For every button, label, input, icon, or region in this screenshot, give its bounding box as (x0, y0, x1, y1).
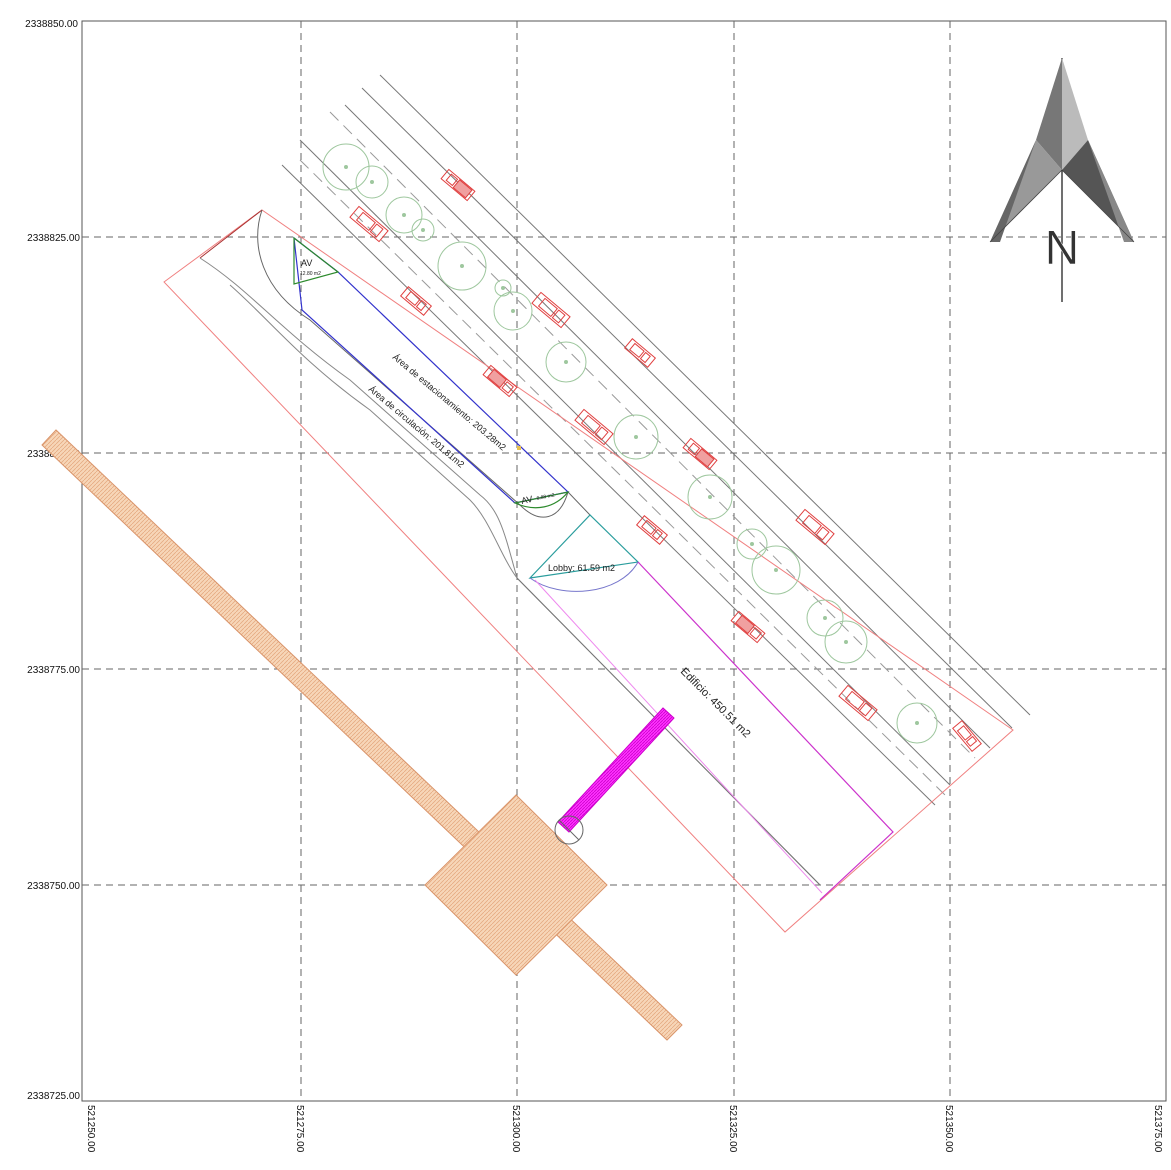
tree (736, 528, 768, 560)
x-label: 521275.00 (294, 1105, 305, 1153)
car (531, 291, 571, 329)
tree (411, 218, 435, 242)
lobby-label: Lobby: 61.59 m2 (548, 563, 615, 573)
map-frame (81, 20, 1167, 1102)
x-label: 521350.00 (943, 1105, 954, 1153)
parking-area-label: Área de estacionamiento: 203.28m2 (391, 352, 508, 453)
tree (687, 474, 733, 520)
av-bottom-area (513, 491, 570, 509)
building-outline (637, 561, 894, 901)
tree (806, 599, 844, 637)
x-label: 521250.00 (85, 1105, 96, 1153)
north-letter: N (1045, 222, 1080, 275)
car (838, 684, 878, 722)
car (635, 515, 669, 545)
y-label: 2338850.00 (25, 19, 78, 30)
grid-lines (82, 21, 1166, 1101)
lot-outline-mid (229, 284, 821, 886)
building-inner-line (534, 579, 823, 894)
tree (355, 165, 389, 199)
orange-hatched-strip (41, 429, 683, 1041)
road-lines (281, 74, 1031, 806)
x-axis-labels: 521250.00 521275.00 521300.00 521325.00 … (85, 1105, 1163, 1153)
lot-line (516, 577, 821, 886)
y-label: 2338825.00 (27, 233, 80, 244)
lot-outline (257, 209, 591, 518)
av-bottom-label: AV (520, 494, 533, 506)
av-bottom-area-label: 8.88 m2 (536, 492, 555, 502)
av-top-label: AV (301, 258, 312, 268)
y-axis-labels: 2338850.00 2338825.00 2338800.00 2338775… (25, 19, 80, 1102)
parking-area (293, 236, 570, 504)
x-label: 521300.00 (510, 1105, 521, 1153)
tree (545, 341, 587, 383)
lot-outline-inner (199, 257, 518, 579)
av-top-area-label: 12.80 m2 (300, 271, 321, 277)
trees (322, 143, 938, 744)
y-label: 2338750.00 (27, 881, 80, 892)
x-label: 521375.00 (1152, 1105, 1163, 1153)
car (349, 205, 389, 243)
road-dashed-lines (299, 111, 976, 796)
building-label: Edificio: 450.51 m2 (678, 666, 753, 741)
magenta-walkway (557, 707, 675, 833)
lobby-area (528, 514, 640, 579)
tree (493, 291, 533, 331)
tree (385, 196, 423, 234)
orange-hatched-plaza (424, 794, 608, 976)
car (440, 168, 476, 202)
north-arrow: N (989, 58, 1135, 302)
car (399, 286, 433, 316)
car (795, 508, 835, 546)
car (730, 610, 766, 644)
tree (322, 143, 370, 191)
car (574, 408, 614, 446)
tree (437, 241, 487, 291)
marker (517, 446, 521, 450)
tree (751, 545, 801, 595)
car (682, 437, 718, 471)
tree (494, 279, 512, 297)
car (952, 719, 982, 753)
node-circle (554, 815, 584, 845)
property-boundary (163, 209, 1014, 933)
car (623, 338, 657, 368)
lobby-arc (529, 561, 639, 592)
y-label: 2338775.00 (27, 665, 80, 676)
tree (824, 620, 868, 664)
tree (613, 414, 659, 460)
cars (349, 168, 982, 753)
tree (896, 702, 938, 744)
y-label: 2338725.00 (27, 1091, 80, 1102)
av-top-area (293, 236, 340, 285)
x-label: 521325.00 (727, 1105, 738, 1153)
property-boundary-top (199, 209, 263, 259)
car (482, 364, 518, 398)
